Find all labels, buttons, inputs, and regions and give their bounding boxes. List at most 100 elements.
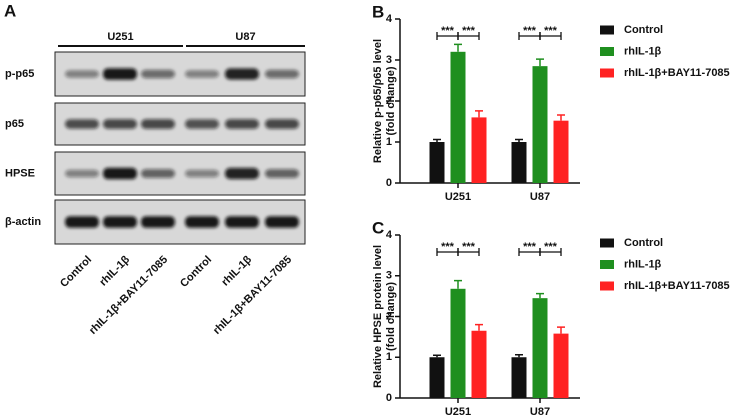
band [141,169,175,178]
band [103,68,137,80]
row-label: HPSE [5,167,35,179]
error-bar [515,354,523,358]
significance-bracket [539,248,562,256]
error-bar [536,58,544,67]
significance-bracket [457,248,480,256]
y-axis-label: (fold change) [385,282,397,351]
error-bar [557,114,565,121]
y-tick-label: 3 [386,54,392,66]
cell-line-label: U251 [107,31,133,43]
lane-label: Control [58,254,94,290]
band [65,169,99,178]
band [265,119,299,129]
bar [429,142,445,183]
band [265,169,299,178]
y-axis-label: (fold change) [385,66,397,135]
y-axis-label: Relative HPSE protein level [372,245,384,388]
bar [471,117,487,183]
y-tick-label: 1 [386,136,392,148]
significance-label: *** [462,241,476,253]
lane-label: rhIL-1β [97,253,132,288]
lane-label: rhIL-1β+BAY11-7085 [87,254,170,337]
legend-swatch [600,238,614,248]
band [65,70,99,78]
x-tick-label: U87 [530,406,550,417]
error-bar [475,110,483,118]
legend-swatch [600,47,614,56]
band [141,216,175,228]
lane-label: Control [178,254,214,290]
bar [429,357,445,398]
y-axis-label: Relative p-p65/p65 level [372,39,384,163]
legend-label: rhIL-1β [624,258,662,270]
row-label: p-p65 [5,68,34,80]
error-bar [475,323,483,331]
significance-label: *** [523,241,537,253]
band [141,119,175,129]
lane-label: rhIL-1β [219,253,254,288]
significance-label: *** [441,241,455,253]
bar [532,298,548,398]
band [225,68,259,80]
bar [553,333,569,398]
y-tick-label: 2 [386,95,392,107]
band [65,119,99,129]
band [103,167,137,180]
band [265,69,299,79]
legend-swatch [600,281,614,291]
significance-bracket [539,32,562,40]
band [185,119,219,129]
bar [450,51,466,183]
legend-label: rhIL-1β+BAY11-7085 [624,280,730,292]
x-tick-label: U251 [445,191,471,203]
band [225,216,259,228]
band [103,216,137,228]
band [225,119,259,129]
x-tick-label: U251 [445,406,471,417]
significance-label: *** [441,25,455,37]
legend-swatch [600,25,614,35]
error-bar [536,292,544,299]
significance-bracket [457,32,480,40]
band [65,216,99,228]
legend-label: rhIL-1β+BAY11-7085 [624,67,730,79]
bar [553,120,569,183]
band [185,70,219,78]
legend-label: Control [624,237,663,249]
lane-label: rhIL-1β+BAY11-7085 [211,254,294,337]
row-label: p65 [5,118,24,130]
y-tick-label: 2 [386,310,392,322]
error-bar [454,43,462,52]
panel-label: B [372,2,384,21]
band [185,169,219,178]
significance-label: *** [544,241,558,253]
y-tick-label: 0 [386,177,392,189]
error-bar [433,138,441,142]
y-tick-label: 1 [386,351,392,363]
y-tick-label: 3 [386,270,392,282]
bar [511,357,527,398]
legend-swatch [600,68,614,78]
legend-label: rhIL-1β [624,45,662,57]
band [141,69,175,79]
band [185,216,219,228]
bar [450,288,466,398]
error-bar [433,354,441,358]
legend-label: Control [624,24,663,36]
row-label: β-actin [5,216,41,228]
error-bar [454,279,462,289]
x-tick-label: U87 [530,191,550,203]
significance-label: *** [462,25,476,37]
y-tick-label: 4 [386,13,393,25]
significance-label: *** [544,25,558,37]
panel-label: A [4,1,16,20]
band [103,119,137,129]
error-bar [515,138,523,142]
band [225,167,259,180]
bar [532,66,548,183]
band [265,216,299,228]
y-tick-label: 4 [386,229,393,241]
bar [511,142,527,183]
significance-label: *** [523,25,537,37]
y-tick-label: 0 [386,392,392,404]
